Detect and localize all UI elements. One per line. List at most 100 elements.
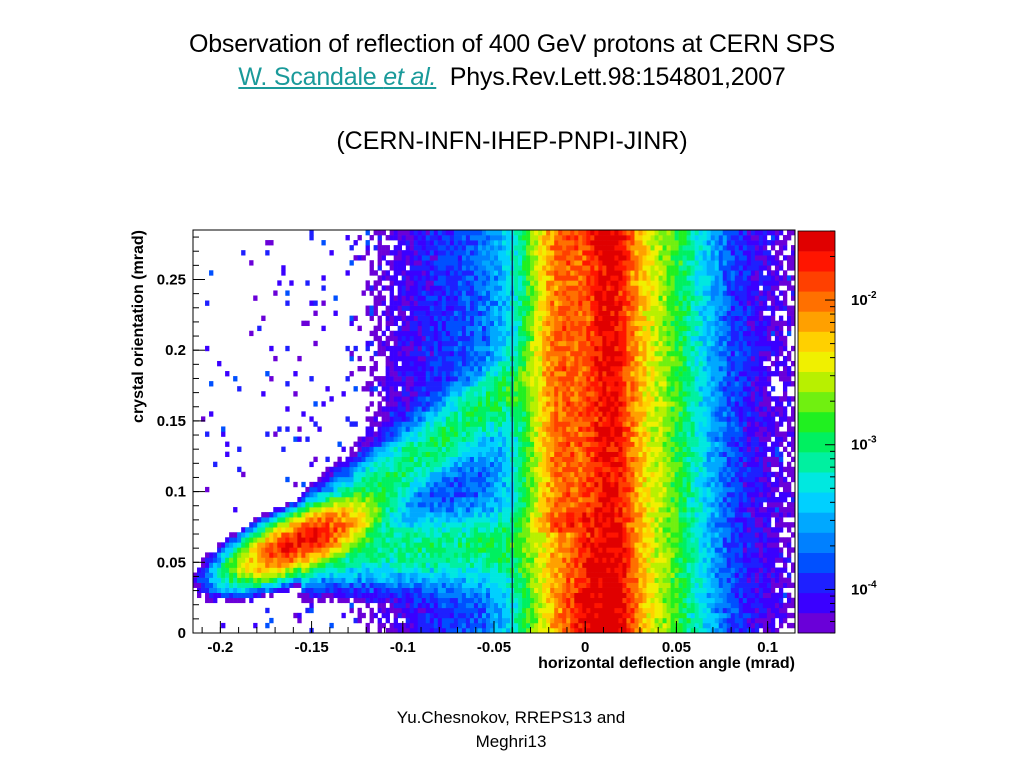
heatmap-cell	[494, 532, 499, 538]
heatmap-cell	[205, 582, 210, 588]
heatmap-cell	[670, 607, 675, 614]
heatmap-cell	[397, 542, 402, 548]
heatmap-cell	[337, 522, 342, 528]
heatmap-cell	[413, 517, 419, 523]
heatmap-cell	[369, 502, 374, 508]
heatmap-cell	[614, 436, 619, 442]
heatmap-cell	[622, 557, 627, 563]
heatmap-cell	[534, 572, 539, 578]
heatmap-cell	[582, 512, 587, 518]
heatmap-cell	[449, 456, 455, 463]
heatmap-cell	[389, 481, 394, 488]
heatmap-cell	[634, 456, 639, 463]
heatmap-cell	[461, 431, 467, 437]
heatmap-cell	[405, 552, 411, 558]
heatmap-cell	[293, 552, 298, 558]
heatmap-cell	[273, 582, 278, 588]
heatmap-cell	[397, 476, 402, 483]
heatmap-cell	[762, 456, 768, 463]
heatmap-cell	[594, 612, 599, 619]
heatmap-cell	[469, 461, 475, 468]
heatmap-cell	[650, 567, 655, 573]
heatmap-cell	[425, 476, 431, 483]
heatmap-cell	[437, 441, 443, 447]
heatmap-cell	[662, 597, 667, 604]
heatmap-cell	[481, 466, 487, 473]
heatmap-cell	[397, 461, 402, 468]
heatmap-cell	[758, 481, 764, 488]
heatmap-cell	[237, 547, 242, 553]
heatmap-cell	[790, 436, 796, 442]
heatmap-cell	[477, 486, 483, 493]
heatmap-cell	[714, 602, 720, 609]
heatmap-cell	[518, 577, 523, 583]
heatmap-cell	[237, 537, 242, 543]
heatmap-cell	[293, 572, 298, 578]
heatmap-cell	[393, 587, 398, 593]
heatmap-cell	[682, 572, 687, 578]
heatmap-cell	[261, 577, 266, 583]
heatmap-cell	[650, 577, 655, 583]
heatmap-cell	[666, 537, 671, 543]
heatmap-cell	[397, 627, 402, 634]
heatmap-cell	[261, 557, 266, 563]
heatmap-cell	[377, 517, 382, 523]
heatmap-cell	[702, 471, 707, 478]
heatmap-cell	[257, 552, 262, 558]
heatmap-cell	[554, 577, 559, 583]
heatmap-cell	[698, 607, 703, 614]
heatmap-cell	[485, 622, 491, 629]
heatmap-cell	[301, 572, 306, 578]
heatmap-cell	[369, 431, 374, 437]
heatmap-cell	[437, 562, 443, 568]
heatmap-cell	[594, 617, 599, 624]
heatmap-cell	[465, 512, 471, 518]
heatmap-cell	[674, 451, 679, 457]
heatmap-cell	[502, 572, 507, 578]
heatmap-cell	[622, 582, 627, 588]
heatmap-cell	[425, 572, 431, 578]
heatmap-cell	[233, 572, 238, 578]
heatmap-cell	[622, 597, 627, 604]
heatmap-cell	[662, 507, 667, 513]
heatmap-cell	[626, 587, 631, 593]
heatmap-cell	[465, 582, 471, 588]
heatmap-cell	[257, 522, 262, 528]
heatmap-cell	[622, 512, 627, 518]
heatmap-cell	[598, 502, 603, 508]
heatmap-cell	[373, 612, 378, 619]
heatmap-cell	[345, 592, 350, 599]
heatmap-cell	[469, 552, 475, 558]
heatmap-cell	[750, 436, 756, 442]
heatmap-cell	[405, 527, 411, 533]
heatmap-cell	[726, 617, 732, 624]
heatmap-cell	[678, 451, 683, 457]
heatmap-cell	[345, 542, 350, 548]
heatmap-cell	[473, 597, 479, 604]
heatmap-cell	[690, 627, 695, 634]
heatmap-cell	[461, 491, 467, 498]
heatmap-cell	[742, 471, 748, 478]
heatmap-cell	[646, 507, 651, 513]
heatmap-cell	[465, 441, 471, 447]
heatmap-cell	[233, 582, 238, 588]
heatmap-cell	[321, 537, 326, 543]
heatmap-cell	[449, 517, 455, 523]
heatmap-cell	[469, 602, 475, 609]
heatmap-cell	[305, 517, 310, 523]
heatmap-cell	[546, 436, 551, 442]
heatmap-cells	[193, 230, 796, 634]
heatmap-cell	[594, 537, 599, 543]
heatmap-cell	[570, 612, 575, 619]
heatmap-cell	[498, 607, 503, 614]
heatmap-cell	[502, 512, 507, 518]
heatmap-cell	[494, 547, 499, 553]
heatmap-cell	[522, 572, 527, 578]
author-link[interactable]: W. Scandale et al.	[238, 63, 436, 91]
heatmap-cell	[666, 597, 671, 604]
heatmap-cell	[778, 592, 784, 599]
heatmap-cell	[465, 592, 471, 599]
heatmap-cell	[349, 557, 354, 563]
heatmap-cell	[293, 612, 298, 619]
heatmap-cell	[726, 512, 732, 518]
